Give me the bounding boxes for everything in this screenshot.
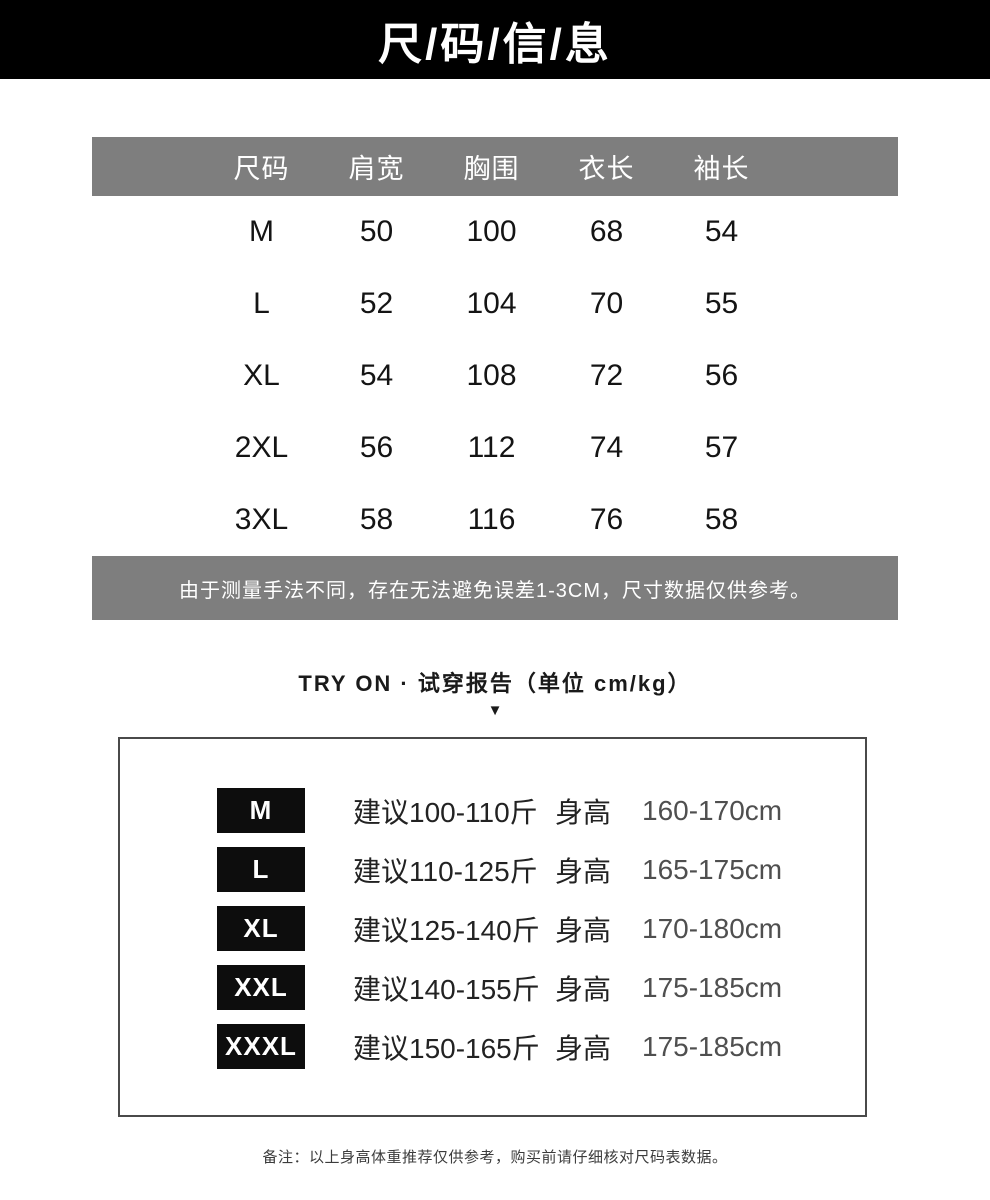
table-row: XL 54 108 72 56 [92,340,898,412]
height-label: 身高 [555,914,612,946]
value-cell: 55 [704,287,739,320]
tryon-row: XXL 建议140-155斤 身高 175-185cm [120,958,865,1017]
height-range: 175-185cm [642,971,783,1003]
value-cell: 57 [704,431,739,464]
table-row: 2XL 56 112 74 57 [92,412,898,484]
table-row: M 50 100 68 54 [92,196,898,268]
size-cell: 3XL [234,503,289,536]
size-badge: L [217,847,305,892]
size-badge: XL [217,906,305,951]
size-table-header: 尺码 肩宽 胸围 衣长 袖长 [92,137,898,196]
measurement-note: 由于测量手法不同，存在无法避免误差1-3CM，尺寸数据仅供参考。 [92,556,898,620]
value-cell: 58 [359,503,394,536]
value-cell: 68 [589,215,624,248]
height-range: 170-180cm [642,912,783,944]
height-label: 身高 [555,855,612,887]
value-cell: 56 [359,431,394,464]
value-cell: 70 [589,287,624,320]
size-cell: XL [243,359,280,392]
size-badge: XXL [217,965,305,1010]
value-cell: 108 [466,359,517,392]
value-cell: 58 [704,503,739,536]
column-header-shoulder: 肩宽 [348,154,405,184]
weight-recommendation: 建议140-155斤 [353,973,540,1005]
tryon-heading: TRY ON · 试穿报告（单位 cm/kg） [0,666,990,698]
tryon-row: XXXL 建议150-165斤 身高 175-185cm [120,1017,865,1076]
tryon-heading-text: TRY ON · 试穿报告（单位 cm/kg） [298,671,692,696]
value-cell: 54 [704,215,739,248]
height-range: 175-185cm [642,1030,783,1062]
size-cell: 2XL [234,431,289,464]
height-range: 160-170cm [642,794,783,826]
height-label: 身高 [555,796,612,828]
value-cell: 74 [589,431,624,464]
value-cell: 100 [466,215,517,248]
value-cell: 72 [589,359,624,392]
weight-recommendation: 建议125-140斤 [353,914,540,946]
table-row: L 52 104 70 55 [92,268,898,340]
tryon-panel: M 建议100-110斤 身高 160-170cm L 建议110-125斤 身… [118,737,867,1117]
table-row: 3XL 58 116 76 58 [92,484,898,556]
tryon-row: XL 建议125-140斤 身高 170-180cm [120,899,865,958]
column-header-sleeve: 袖长 [693,154,750,184]
page-header: 尺/码/信/息 [0,0,990,79]
value-cell: 54 [359,359,394,392]
tryon-row: L 建议110-125斤 身高 165-175cm [120,840,865,899]
weight-recommendation: 建议150-165斤 [353,1032,540,1064]
tryon-row: M 建议100-110斤 身高 160-170cm [120,781,865,840]
size-cell: L [253,287,270,320]
weight-recommendation: 建议100-110斤 [353,796,538,828]
measurement-note-text: 由于测量手法不同，存在无法避免误差1-3CM，尺寸数据仅供参考。 [178,579,811,602]
page-title: 尺/码/信/息 [378,19,612,69]
size-cell: M [249,215,274,248]
height-label: 身高 [555,1032,612,1064]
weight-recommendation: 建议110-125斤 [353,855,538,887]
arrow-down-icon: ▼ [487,702,503,719]
value-cell: 52 [359,287,394,320]
column-header-size: 尺码 [233,154,290,184]
value-cell: 50 [359,215,394,248]
value-cell: 116 [467,503,516,536]
height-label: 身高 [555,973,612,1005]
value-cell: 56 [704,359,739,392]
height-range: 165-175cm [642,853,783,885]
footnote: 备注：以上身高体重推荐仅供参考，购买前请仔细核对尺码表数据。 [262,1149,728,1166]
value-cell: 76 [589,503,624,536]
value-cell: 112 [467,431,516,464]
column-header-length: 衣长 [578,154,635,184]
size-badge: M [217,788,305,833]
size-badge: XXXL [217,1024,305,1069]
column-header-chest: 胸围 [463,154,520,184]
value-cell: 104 [466,287,517,320]
